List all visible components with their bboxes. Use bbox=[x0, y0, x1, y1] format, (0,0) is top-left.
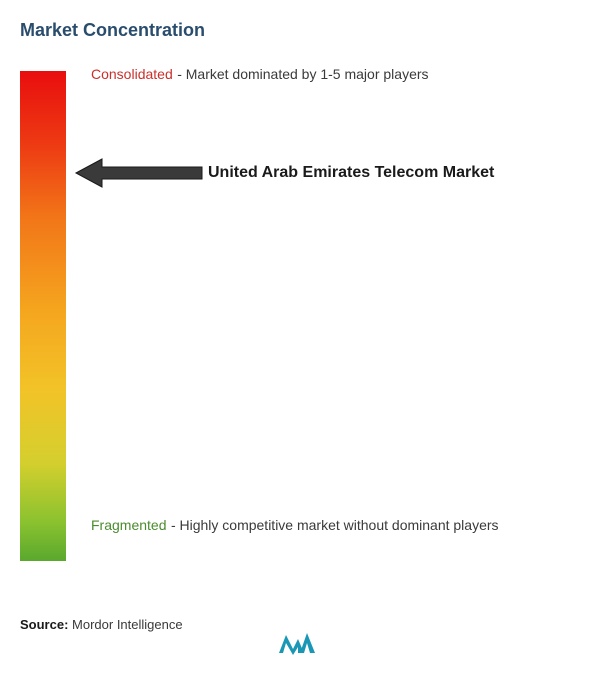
arrow-left-icon bbox=[74, 157, 204, 189]
source-label: Source: bbox=[20, 617, 68, 632]
page-title: Market Concentration bbox=[20, 20, 576, 41]
consolidated-label: Consolidated - Market dominated by 1-5 m… bbox=[91, 66, 429, 84]
mordor-logo bbox=[277, 629, 319, 662]
source-attribution: Source: Mordor Intelligence bbox=[20, 617, 183, 632]
fragmented-term: Fragmented bbox=[91, 517, 166, 533]
fragmented-description: - Highly competitive market without domi… bbox=[171, 517, 499, 533]
logo-icon bbox=[277, 629, 319, 657]
concentration-gradient-bar bbox=[20, 71, 66, 561]
labels-area: Consolidated - Market dominated by 1-5 m… bbox=[66, 71, 576, 561]
market-name: United Arab Emirates Telecom Market bbox=[208, 164, 494, 182]
concentration-diagram: Consolidated - Market dominated by 1-5 m… bbox=[20, 71, 576, 561]
consolidated-term: Consolidated bbox=[91, 66, 173, 82]
consolidated-description: - Market dominated by 1-5 major players bbox=[177, 66, 428, 82]
fragmented-label: Fragmented - Highly competitive market w… bbox=[91, 514, 566, 536]
market-marker: United Arab Emirates Telecom Market bbox=[74, 157, 494, 189]
source-value: Mordor Intelligence bbox=[72, 617, 183, 632]
